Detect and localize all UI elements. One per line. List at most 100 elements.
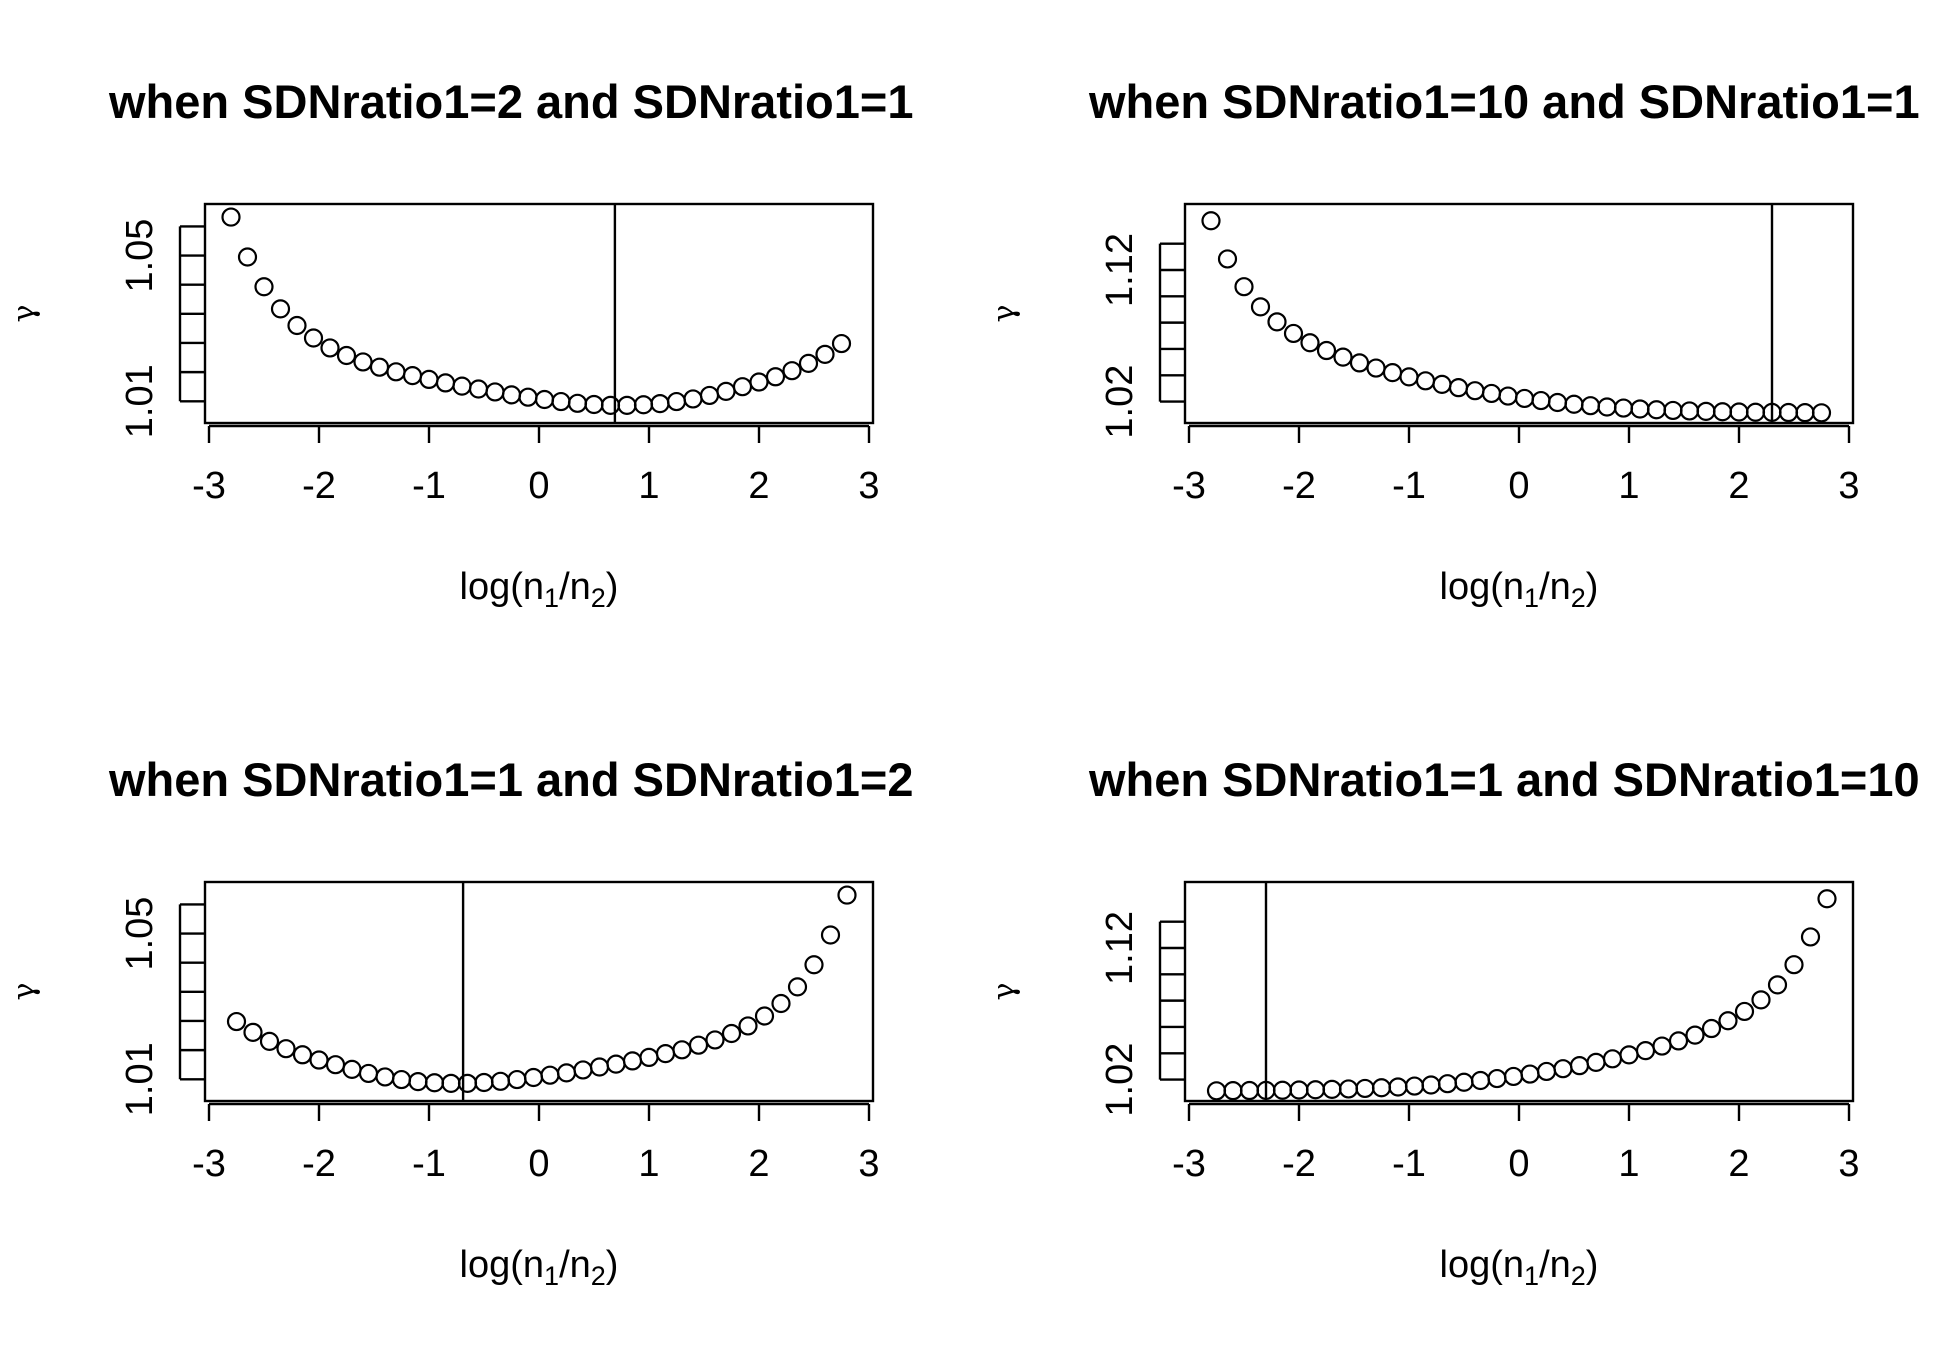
data-point	[276, 1039, 296, 1059]
data-point	[435, 373, 456, 393]
data-point	[1800, 927, 1821, 947]
data-point	[534, 389, 555, 410]
data-point	[386, 362, 406, 382]
data-point	[1751, 990, 1771, 1010]
x-axis-label: log(n1/n2)	[1440, 566, 1599, 613]
data-point	[1597, 397, 1617, 417]
data-point	[754, 1006, 775, 1026]
data-point	[1487, 1068, 1507, 1089]
data-point	[622, 1051, 643, 1071]
data-point	[1234, 277, 1254, 297]
data-point	[358, 1063, 379, 1084]
plot-frame	[1183, 880, 1855, 1103]
data-point	[303, 328, 324, 348]
x-tick-label: 0	[528, 1143, 549, 1185]
x-tick-label: 1	[1618, 1143, 1639, 1185]
data-point	[402, 366, 423, 386]
panel-2: when SDNratio1=10 and SDNratio1=1 -3 -2 -1 0…	[987, 75, 1920, 613]
data-point	[1322, 1079, 1342, 1099]
plot-frame	[203, 202, 875, 425]
data-point	[584, 394, 604, 415]
data-point	[490, 1071, 511, 1091]
data-point	[226, 1011, 247, 1032]
data-point	[259, 1031, 280, 1051]
plot-frame	[203, 880, 875, 1103]
data-point	[1316, 340, 1337, 361]
data-point	[1239, 1080, 1260, 1101]
data-point	[369, 357, 390, 377]
data-point	[1333, 347, 1353, 367]
data-point	[1514, 388, 1535, 409]
data-point	[468, 379, 489, 399]
data-point	[325, 1055, 346, 1075]
y-tick-label: 1.02	[1099, 1043, 1141, 1117]
data-point	[221, 207, 241, 227]
data-point	[1520, 1064, 1540, 1084]
data-point	[732, 377, 753, 397]
data-point	[633, 395, 654, 415]
data-point	[798, 353, 819, 373]
chart-title: when SDNratio1=10 and SDNratio1=1	[1088, 75, 1920, 128]
x-tick-label: 2	[748, 465, 769, 507]
plot-frame	[1183, 202, 1855, 425]
data-point	[523, 1067, 544, 1088]
data-point	[782, 361, 802, 381]
data-point	[1289, 1080, 1309, 1100]
data-point	[1481, 383, 1502, 404]
data-point	[1415, 371, 1436, 391]
data-point	[342, 1059, 362, 1079]
data-point	[1349, 353, 1370, 373]
x-tick-label: 2	[1728, 465, 1749, 507]
data-point	[1503, 1066, 1524, 1087]
data-point	[1701, 1018, 1722, 1039]
x-axis-label: log(n1/n2)	[1440, 1244, 1599, 1291]
data-point	[1712, 402, 1733, 422]
data-point	[1388, 1077, 1408, 1097]
data-point	[309, 1050, 329, 1070]
data-point	[336, 345, 357, 366]
data-point	[1784, 955, 1804, 975]
data-point	[1366, 358, 1386, 378]
x-tick-label: 2	[748, 1143, 769, 1185]
data-point	[419, 369, 439, 390]
data-point	[831, 333, 852, 354]
data-point	[1223, 1081, 1243, 1101]
data-point	[1432, 374, 1452, 394]
data-point	[1283, 323, 1304, 344]
x-tick-label: 0	[1508, 465, 1529, 507]
data-point	[815, 344, 835, 364]
data-point	[408, 1071, 428, 1092]
x-tick-label: -3	[1172, 1143, 1206, 1185]
data-point	[617, 395, 637, 415]
data-point	[1778, 402, 1799, 423]
data-point	[606, 1054, 626, 1074]
data-point	[650, 393, 670, 414]
data-point	[688, 1035, 709, 1055]
data-point	[1206, 1081, 1227, 1101]
data-point	[683, 389, 703, 409]
y-axis-label: γ	[7, 983, 42, 1001]
y-tick-label: 1.01	[119, 1042, 161, 1116]
data-point	[1767, 975, 1788, 995]
x-axis-label: log(n1/n2)	[460, 566, 619, 613]
data-point	[639, 1047, 659, 1068]
data-point	[567, 393, 588, 413]
data-point	[424, 1073, 445, 1093]
data-point	[716, 381, 736, 401]
data-point	[1437, 1074, 1458, 1094]
y-tick-label: 1.02	[1099, 365, 1141, 439]
data-point	[1382, 363, 1403, 383]
x-tick-label: -2	[1282, 1143, 1316, 1185]
data-point	[666, 391, 687, 412]
y-axis-label: γ	[987, 983, 1022, 1001]
data-point	[391, 1069, 412, 1090]
data-point	[804, 955, 824, 975]
data-point	[787, 977, 808, 997]
data-point	[1811, 403, 1832, 423]
data-point	[457, 1073, 478, 1093]
chart-title: when SDNratio1=1 and SDNratio1=2	[108, 753, 913, 806]
data-point	[1465, 381, 1485, 401]
data-point	[820, 925, 841, 945]
panel-3: when SDNratio1=1 and SDNratio1=2 -3 -2 -1 0 1…	[7, 753, 913, 1291]
data-point	[749, 372, 769, 392]
